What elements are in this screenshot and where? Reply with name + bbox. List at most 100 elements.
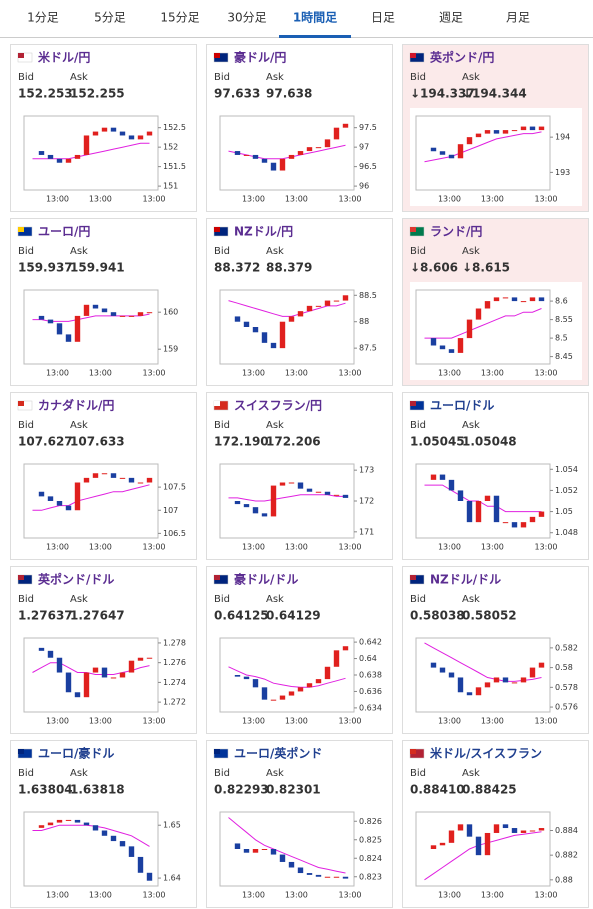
y-tick-label: 193 — [555, 168, 570, 177]
candle — [146, 657, 153, 659]
candle — [430, 147, 437, 152]
candle — [493, 677, 500, 683]
candle — [234, 843, 241, 849]
x-tick-label: 13:00 — [534, 543, 557, 552]
x-tick-label: 13:00 — [338, 717, 361, 726]
ask-label: Ask — [462, 246, 480, 257]
tab[interactable]: 日足 — [371, 11, 395, 25]
x-tick-label: 13:00 — [438, 717, 461, 726]
bid-label: Bid — [214, 246, 230, 257]
candle — [47, 496, 54, 501]
flag — [18, 227, 24, 232]
candle — [288, 316, 295, 322]
plot-frame — [415, 637, 551, 713]
candle — [520, 677, 527, 683]
candle — [38, 647, 45, 651]
x-tick-label: 13:00 — [242, 891, 265, 900]
candle — [56, 819, 63, 823]
candle — [502, 130, 509, 134]
candle — [448, 672, 455, 678]
y-tick-label: 0.884 — [555, 826, 578, 835]
ask-value: 0.88425 — [462, 783, 517, 797]
tab[interactable]: 1時間足 — [293, 10, 337, 25]
plot-frame — [23, 811, 159, 887]
rate-card[interactable]: 豪ドル/円 Bid Ask 97.633 97.638 96 96.5 97 97.5 13:00… — [206, 44, 393, 212]
x-tick-label: 13:00 — [89, 195, 112, 204]
candle — [83, 672, 90, 698]
ask-value: 0.82301 — [266, 783, 321, 797]
candle — [101, 473, 108, 475]
bid-label: Bid — [18, 246, 34, 257]
x-tick-label: 13:00 — [438, 195, 461, 204]
candle — [119, 131, 126, 136]
y-tick-label: 1.052 — [555, 486, 578, 495]
candle — [270, 699, 277, 701]
rate-card[interactable]: NZドル/円 Bid Ask 88.372 88.379 87.5 88 88.5 13:00 1… — [206, 218, 393, 386]
tab[interactable]: 15分足 — [160, 11, 199, 25]
tab[interactable]: 30分足 — [227, 11, 266, 25]
y-tick-label: 0.58 — [555, 663, 573, 672]
tab[interactable]: 週足 — [439, 11, 463, 25]
rate-card[interactable]: ランド/円 Bid Ask ↓8.606 ↓8.615 8.45 8.5 8.55 8.6 13:… — [402, 218, 589, 386]
pair-name: ユーロ/円 — [38, 225, 90, 239]
pair-name: 英ポンド/円 — [430, 50, 494, 65]
candle — [270, 485, 277, 517]
candle — [47, 154, 54, 159]
rate-card[interactable]: 英ポンド/円 Bid Ask ↓194.337↓194.344 193 194 13:00 1… — [402, 44, 589, 212]
pair-name: NZドル/ドル — [430, 573, 501, 587]
flag — [214, 401, 220, 406]
bid-value: 1.63804 — [18, 783, 73, 797]
x-tick-label: 13:00 — [481, 891, 504, 900]
candle — [243, 849, 250, 853]
candle — [466, 501, 473, 523]
candle — [137, 482, 144, 484]
bid-value: 1.05045 — [410, 435, 465, 449]
candle — [448, 830, 455, 843]
x-tick-label: 13:00 — [481, 195, 504, 204]
bid-value: 97.633 — [214, 87, 260, 101]
plot-frame — [219, 289, 355, 365]
candle — [252, 679, 259, 688]
x-tick-label: 13:00 — [438, 543, 461, 552]
y-tick-label: 171 — [359, 527, 374, 536]
moving-average — [32, 824, 150, 847]
y-tick-label: 194 — [555, 133, 570, 142]
tab[interactable]: 1分足 — [27, 11, 59, 25]
candle — [297, 151, 304, 155]
x-tick-label: 13:00 — [89, 543, 112, 552]
candle — [47, 650, 54, 658]
candle — [288, 482, 295, 484]
y-tick-label: 1.274 — [163, 678, 186, 687]
bid-value: 172.190 — [214, 435, 269, 449]
candle — [56, 657, 63, 673]
candle — [137, 657, 144, 661]
flag — [214, 749, 220, 754]
candle — [252, 849, 259, 853]
flag — [18, 749, 24, 754]
tab[interactable]: 5分足 — [94, 11, 126, 25]
candle — [101, 830, 108, 836]
bid-label: Bid — [214, 72, 230, 83]
x-tick-label: 13:00 — [534, 369, 557, 378]
candle — [38, 825, 45, 828]
ask-value: 0.64129 — [266, 609, 321, 623]
bid-value: 1.27637 — [18, 609, 73, 623]
ask-label: Ask — [462, 594, 480, 605]
ask-value: ↓194.344 — [462, 87, 527, 101]
candle — [92, 667, 99, 673]
candle — [234, 316, 241, 322]
tab[interactable]: 月足 — [506, 11, 530, 25]
candle — [324, 491, 331, 495]
candle — [74, 154, 81, 159]
